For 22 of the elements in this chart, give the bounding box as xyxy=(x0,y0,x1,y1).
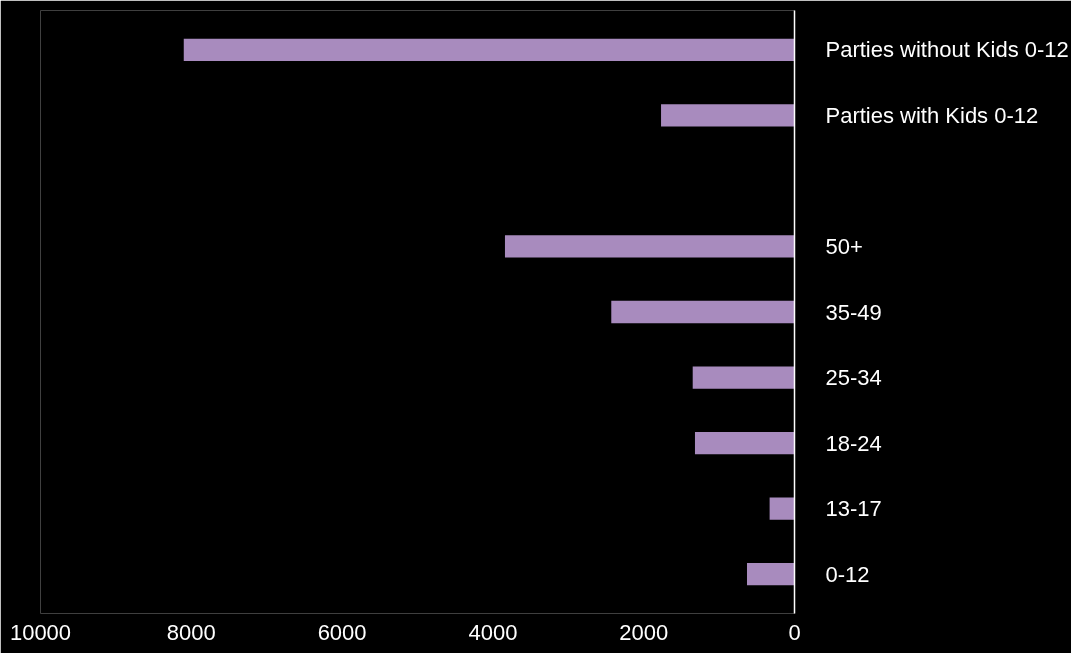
y-tick-label: 25-34 xyxy=(825,365,882,391)
x-tick-label: 10000 xyxy=(9,619,72,645)
y-tick-label: 50+ xyxy=(825,233,863,259)
y-tick-label: Parties without Kids 0-12 xyxy=(825,37,1069,63)
bar xyxy=(183,38,795,61)
x-tick-label: 8000 xyxy=(166,619,216,645)
y-tick-label: 13-17 xyxy=(825,496,882,522)
bar xyxy=(769,497,795,520)
x-tick-label: 2000 xyxy=(619,619,669,645)
x-tick-label: 0 xyxy=(788,619,801,645)
bar xyxy=(747,563,795,586)
bar xyxy=(611,300,795,324)
y-tick-label: Parties with Kids 0-12 xyxy=(825,102,1039,128)
bar xyxy=(661,104,795,127)
y-tick-label: 0-12 xyxy=(825,561,870,587)
bar xyxy=(504,235,795,258)
bar xyxy=(692,366,795,389)
bar xyxy=(694,431,795,455)
x-tick-label: 6000 xyxy=(317,619,367,645)
x-tick-label: 4000 xyxy=(468,619,518,645)
y-tick-label: 35-49 xyxy=(825,299,882,325)
y-tick-label: 18-24 xyxy=(825,430,882,456)
